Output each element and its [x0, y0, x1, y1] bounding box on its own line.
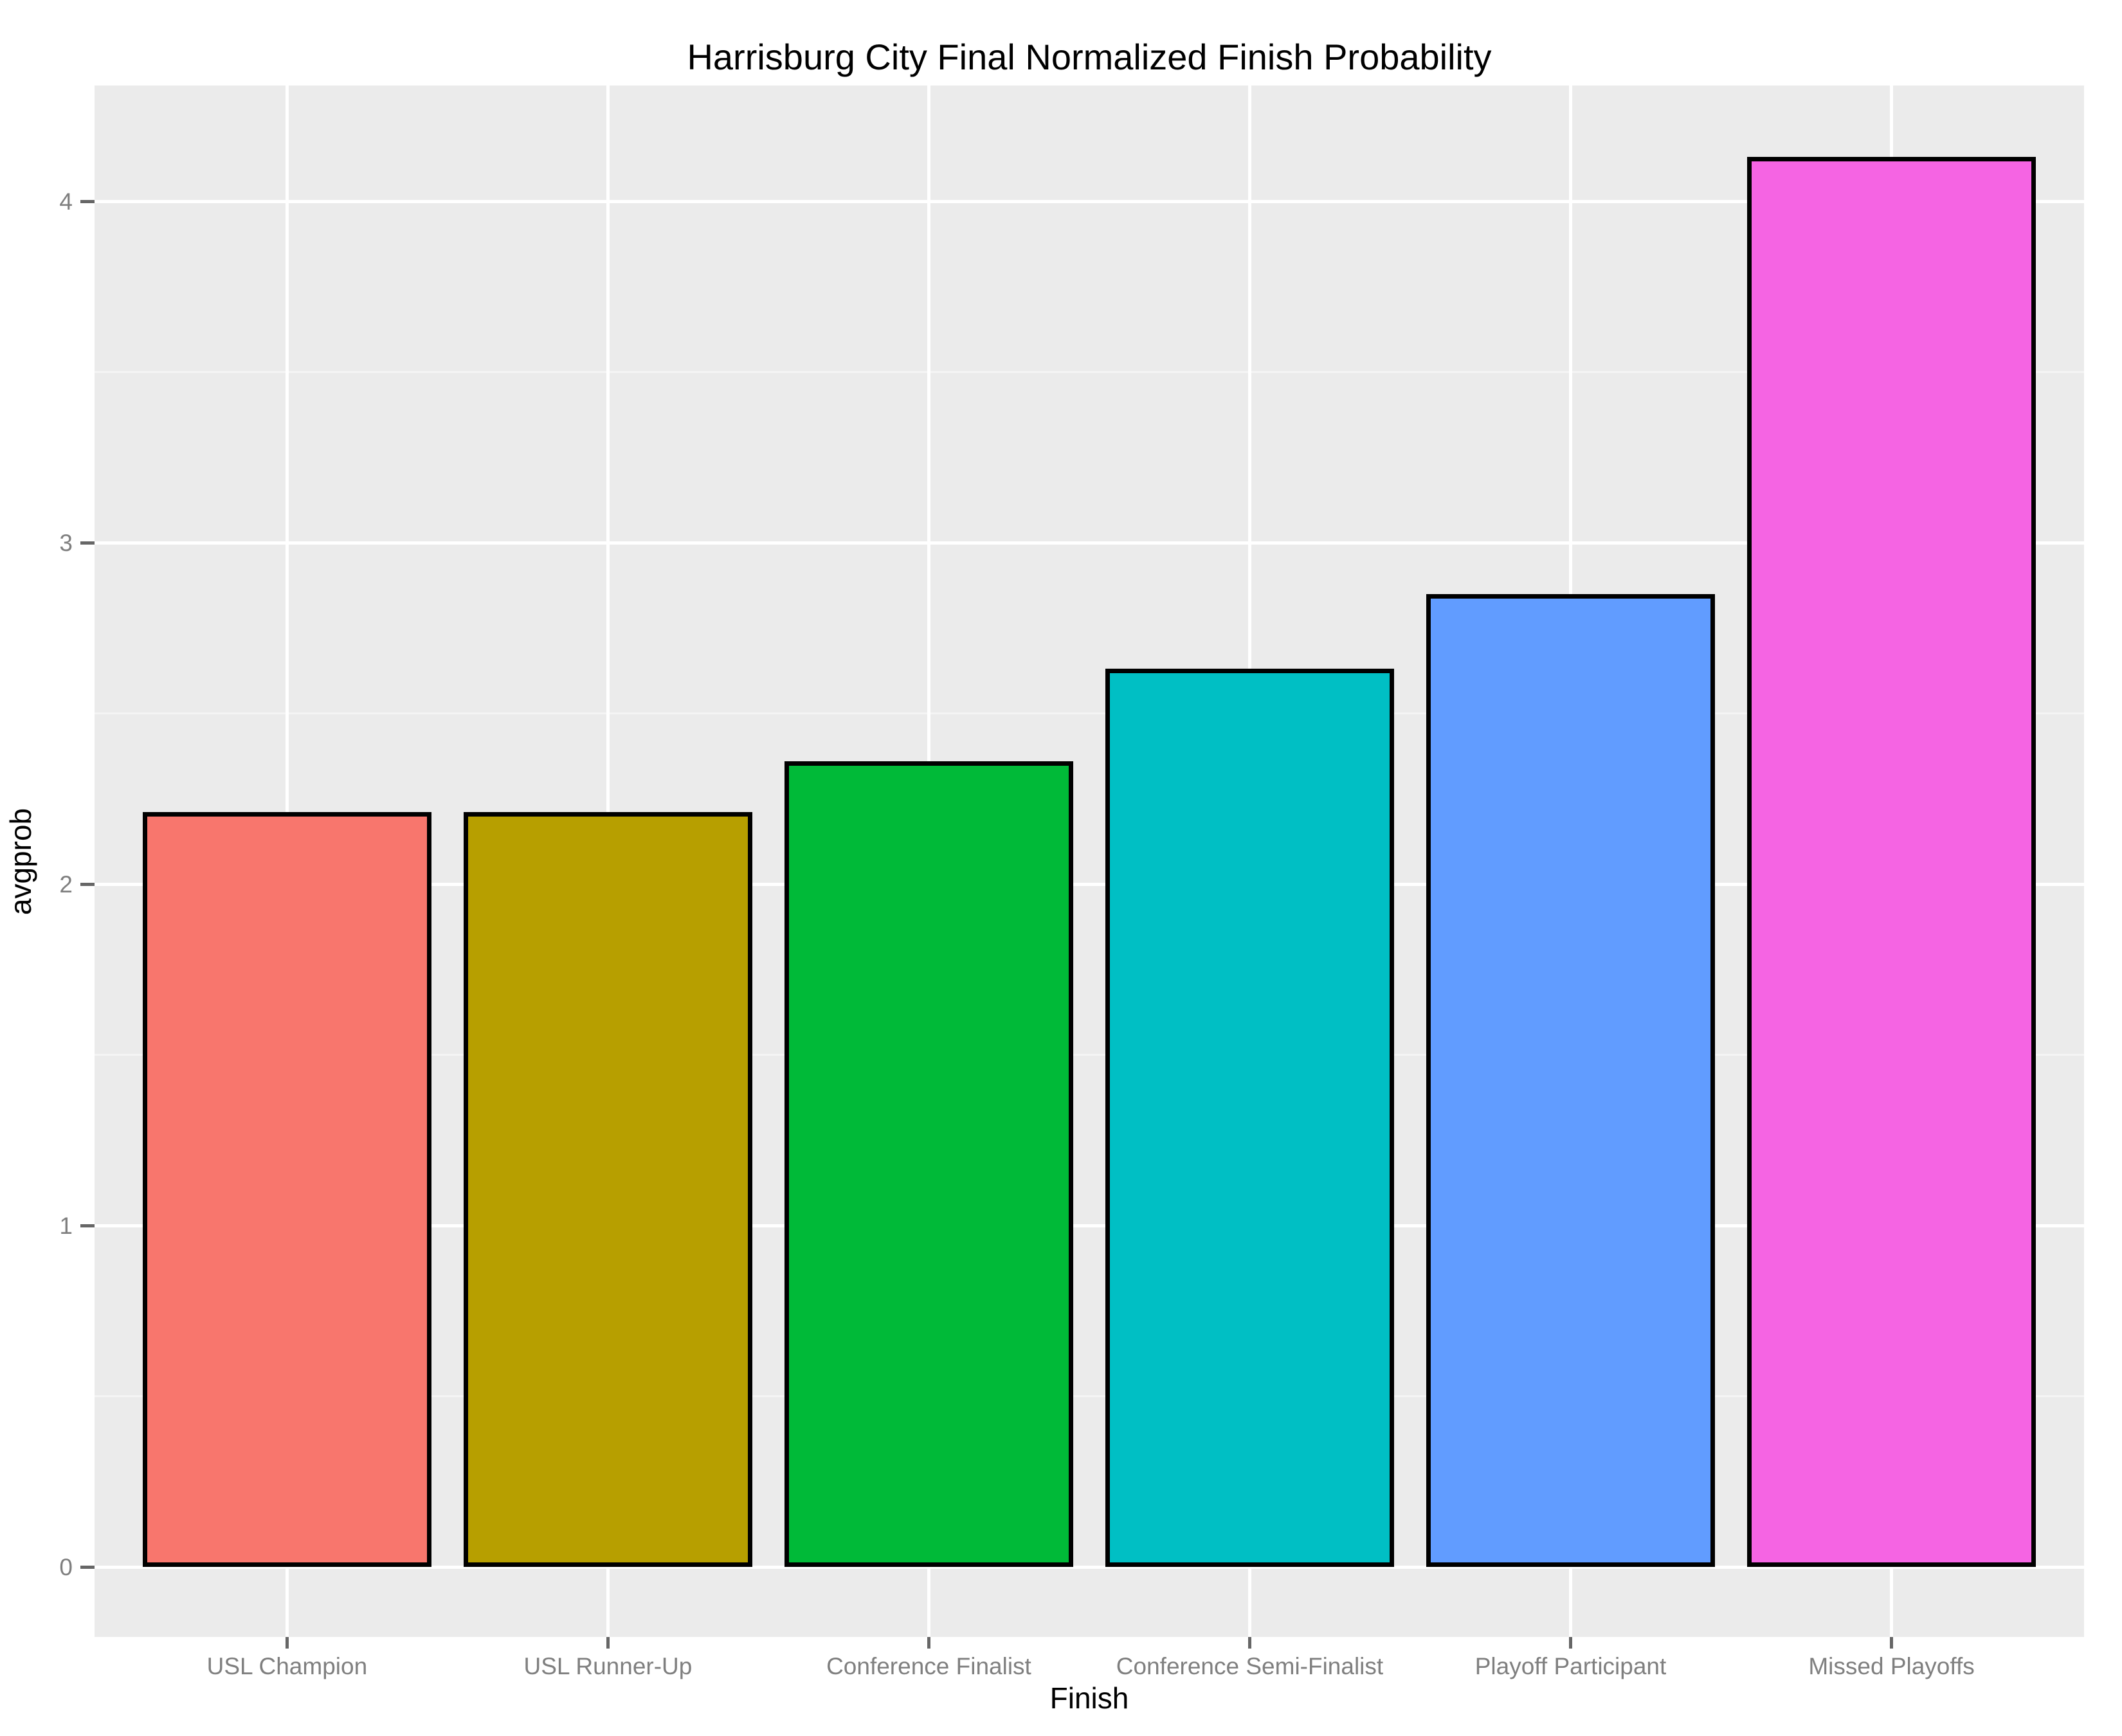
bar-conference-semi-finalist [1105, 669, 1394, 1567]
x-tick-label-playoff-participant: Playoff Participant [1474, 1653, 1667, 1679]
gridline-major [95, 1224, 2084, 1227]
y-tick-mark [80, 1565, 95, 1569]
bar-usl-runner-up [463, 812, 752, 1567]
y-tick-mark [80, 1224, 95, 1227]
x-tick-label-usl-runner-up: USL Runner-Up [523, 1653, 693, 1679]
gridline-major [95, 1565, 2084, 1569]
x-tick-mark [285, 1637, 289, 1649]
bar-missed-playoffs [1747, 156, 2036, 1567]
chart-title: Harrisburg City Final Normalized Finish … [687, 37, 1492, 77]
y-tick-label: 4 [59, 188, 73, 215]
gridline-major [95, 199, 2084, 203]
x-axis-title: Finish [1049, 1681, 1129, 1715]
x-tick-mark [606, 1637, 610, 1649]
gridline-major [95, 882, 2084, 886]
y-tick-label: 3 [59, 529, 73, 556]
x-tick-mark [927, 1637, 930, 1649]
bar-playoff-participant [1426, 593, 1716, 1567]
gridline-minor [95, 712, 2084, 714]
y-tick-mark [80, 199, 95, 203]
y-axis-title: avgprob [4, 808, 37, 916]
x-tick-mark [1890, 1637, 1894, 1649]
y-tick-mark [80, 541, 95, 545]
bar-usl-champion [142, 812, 431, 1567]
x-tick-label-missed-playoffs: Missed Playoffs [1808, 1653, 1975, 1679]
gridline-minor [95, 371, 2084, 373]
x-tick-label-usl-champion: USL Champion [206, 1653, 368, 1679]
x-tick-mark [1569, 1637, 1573, 1649]
gridline-major [95, 541, 2084, 545]
y-tick-label: 0 [59, 1553, 73, 1580]
gridline-minor [95, 1395, 2084, 1397]
gridline-minor [95, 1054, 2084, 1056]
x-tick-label-conference-finalist: Conference Finalist [826, 1653, 1031, 1679]
x-tick-mark [1248, 1637, 1251, 1649]
y-tick-mark [80, 882, 95, 886]
plot-panel [95, 86, 2084, 1637]
bar-conference-finalist [784, 761, 1073, 1567]
y-tick-label: 2 [59, 871, 73, 898]
y-tick-label: 1 [59, 1212, 73, 1239]
x-tick-label-conference-semi-finalist: Conference Semi-Finalist [1116, 1653, 1384, 1679]
